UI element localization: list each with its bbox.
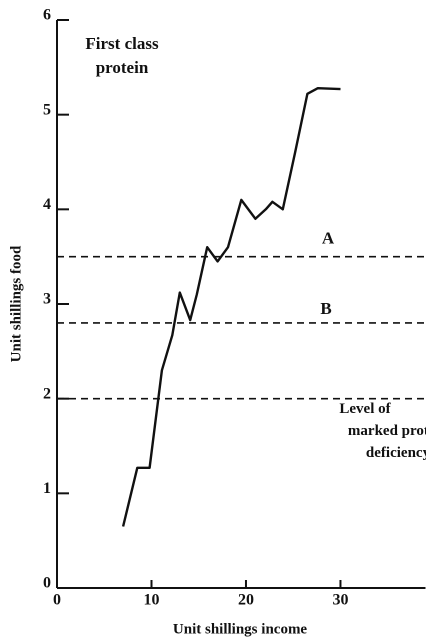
y-tick-label: 6 <box>43 7 51 24</box>
x-tick-label: 10 <box>143 592 159 609</box>
y-tick-label: 3 <box>43 291 51 308</box>
reference-label: B <box>320 299 331 318</box>
data-line <box>121 87 341 527</box>
y-tick-label: 4 <box>43 196 51 213</box>
x-tick-label: 0 <box>53 592 61 609</box>
y-axis-title: Unit shillings food <box>8 245 24 362</box>
reference-label: marked protein <box>348 423 426 439</box>
x-tick-label: 20 <box>238 592 254 609</box>
reference-label: deficiency <box>366 445 426 461</box>
y-tick-label: 2 <box>43 385 51 402</box>
x-axis-title: Unit shillings income <box>173 621 308 637</box>
annotation: First class <box>85 34 159 53</box>
x-tick-label: 30 <box>332 592 348 609</box>
reference-label: A <box>322 229 335 248</box>
reference-label: Level of <box>339 401 391 417</box>
y-tick-label: 5 <box>43 101 51 118</box>
y-tick-label: 0 <box>43 575 51 592</box>
y-tick-label: 1 <box>43 480 51 497</box>
annotation: protein <box>96 58 149 77</box>
